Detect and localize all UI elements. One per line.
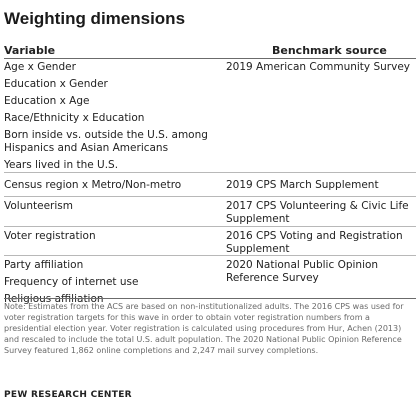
variable-item: Frequency of internet use [4, 276, 139, 288]
benchmark-source: 2017 CPS Volunteering & Civic Life Suppl… [226, 200, 409, 225]
benchmark-source: 2019 CPS March Supplement [226, 179, 379, 191]
variable-item: Born inside vs. outside the U.S. among H… [4, 129, 208, 154]
benchmark-source: 2016 CPS Voting and Registration Supplem… [226, 230, 403, 255]
row-divider [4, 172, 416, 173]
variable-item: Race/Ethnicity x Education [4, 112, 145, 124]
benchmark-source: 2020 National Public Opinion Reference S… [226, 259, 379, 284]
column-header-benchmark-source: Benchmark source [272, 44, 387, 57]
column-header-variable: Variable [4, 44, 56, 57]
variable-list: Voter registration [4, 230, 216, 247]
benchmark-source: 2019 American Community Survey [226, 61, 410, 73]
variable-list: Volunteerism [4, 200, 216, 217]
variable-item: Years lived in the U.S. [4, 158, 119, 171]
row-divider [4, 255, 416, 256]
variable-item: Voter registration [4, 230, 96, 242]
row-divider [4, 196, 416, 197]
row-divider [4, 226, 416, 227]
table-note: Note: Estimates from the ACS are based o… [4, 302, 404, 355]
variable-list: Census region x Metro/Non-metro [4, 179, 216, 196]
variable-item: Party affiliation [4, 259, 84, 271]
variable-item: Education x Gender [4, 78, 108, 90]
variable-list: Party affiliation Frequency of internet … [4, 259, 216, 310]
variable-item: Age x Gender [4, 61, 76, 73]
variable-list: Age x Gender Education x Gender Educatio… [4, 61, 216, 176]
variable-item: Census region x Metro/Non-metro [4, 179, 182, 191]
variable-item: Education x Age [4, 95, 90, 107]
page-title: Weighting dimensions [4, 9, 186, 28]
source-organization: PEW RESEARCH CENTER [4, 390, 132, 400]
variable-item: Religious affiliation [4, 293, 104, 305]
variable-item: Volunteerism [4, 200, 73, 212]
table-bottom-divider [4, 298, 416, 299]
header-divider [4, 58, 416, 59]
